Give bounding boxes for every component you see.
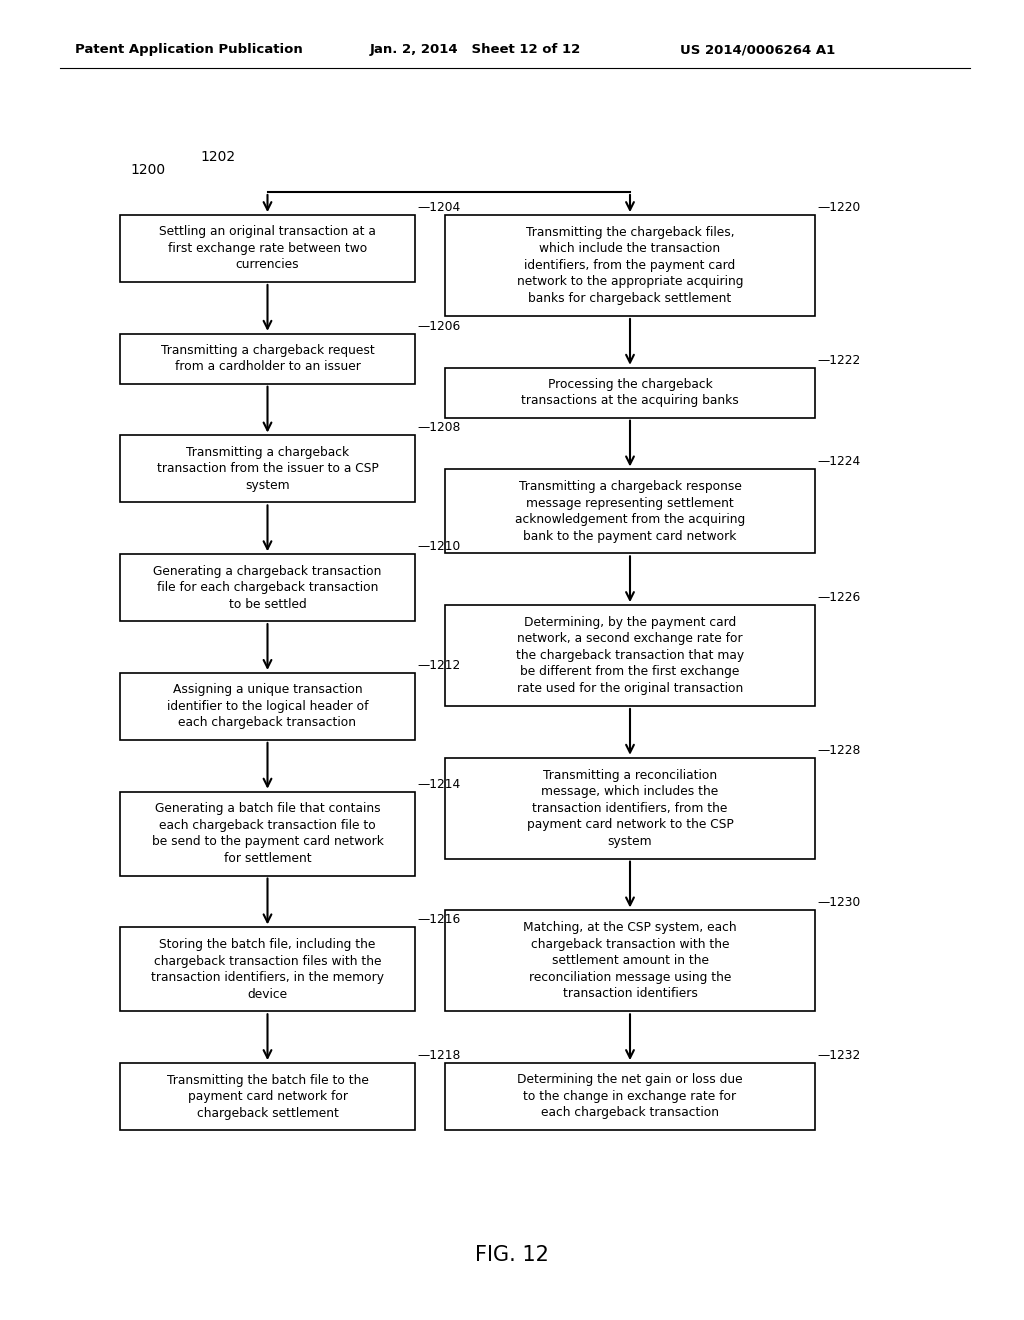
Bar — [120, 673, 415, 739]
Text: —1232: —1232 — [817, 1049, 860, 1063]
Text: Assigning a unique transaction
identifier to the logical header of
each chargeba: Assigning a unique transaction identifie… — [167, 684, 369, 730]
Text: —1218: —1218 — [417, 1049, 461, 1063]
Text: Transmitting the chargeback files,
which include the transaction
identifiers, fr: Transmitting the chargeback files, which… — [517, 226, 743, 305]
Text: —1228: —1228 — [817, 743, 860, 756]
Text: —1222: —1222 — [817, 354, 860, 367]
Text: Transmitting a chargeback
transaction from the issuer to a CSP
system: Transmitting a chargeback transaction fr… — [157, 446, 379, 492]
Text: Transmitting a reconciliation
message, which includes the
transaction identifier: Transmitting a reconciliation message, w… — [526, 768, 733, 847]
Bar — [120, 554, 415, 622]
Bar — [445, 368, 815, 417]
Bar — [445, 605, 815, 706]
Text: 1202: 1202 — [200, 150, 236, 164]
Text: —1216: —1216 — [417, 913, 460, 927]
Text: —1226: —1226 — [817, 591, 860, 605]
Text: —1230: —1230 — [817, 896, 860, 909]
Text: FIG. 12: FIG. 12 — [475, 1245, 549, 1265]
Bar — [120, 927, 415, 1011]
Text: 1200: 1200 — [130, 162, 165, 177]
Text: Transmitting a chargeback request
from a cardholder to an issuer: Transmitting a chargeback request from a… — [161, 345, 375, 374]
Text: Generating a batch file that contains
each chargeback transaction file to
be sen: Generating a batch file that contains ea… — [152, 803, 383, 865]
Bar — [120, 1063, 415, 1130]
Text: —1204: —1204 — [417, 201, 460, 214]
Text: Jan. 2, 2014   Sheet 12 of 12: Jan. 2, 2014 Sheet 12 of 12 — [370, 44, 582, 57]
Bar — [445, 758, 815, 859]
Text: Matching, at the CSP system, each
chargeback transaction with the
settlement amo: Matching, at the CSP system, each charge… — [523, 921, 737, 1001]
Bar — [120, 334, 415, 384]
Text: Settling an original transaction at a
first exchange rate between two
currencies: Settling an original transaction at a fi… — [159, 226, 376, 272]
Bar — [120, 436, 415, 503]
Text: US 2014/0006264 A1: US 2014/0006264 A1 — [680, 44, 836, 57]
Text: —1212: —1212 — [417, 659, 460, 672]
Text: Patent Application Publication: Patent Application Publication — [75, 44, 303, 57]
Text: Transmitting a chargeback response
message representing settlement
acknowledgeme: Transmitting a chargeback response messa… — [515, 480, 745, 543]
Bar — [445, 911, 815, 1011]
Text: Determining the net gain or loss due
to the change in exchange rate for
each cha: Determining the net gain or loss due to … — [517, 1073, 742, 1119]
Text: Processing the chargeback
transactions at the acquiring banks: Processing the chargeback transactions a… — [521, 378, 739, 408]
Text: Storing the batch file, including the
chargeback transaction files with the
tran: Storing the batch file, including the ch… — [151, 939, 384, 1001]
Text: —1214: —1214 — [417, 777, 460, 791]
Bar — [445, 1063, 815, 1130]
Text: —1224: —1224 — [817, 455, 860, 469]
Text: Transmitting the batch file to the
payment card network for
chargeback settlemen: Transmitting the batch file to the payme… — [167, 1073, 369, 1119]
Text: —1208: —1208 — [417, 421, 461, 434]
Bar — [120, 792, 415, 875]
Text: —1206: —1206 — [417, 319, 460, 333]
Text: —1210: —1210 — [417, 540, 460, 553]
Bar — [120, 215, 415, 282]
Bar — [445, 470, 815, 553]
Text: —1220: —1220 — [817, 201, 860, 214]
Text: Generating a chargeback transaction
file for each chargeback transaction
to be s: Generating a chargeback transaction file… — [154, 565, 382, 611]
Bar — [445, 215, 815, 315]
Text: Determining, by the payment card
network, a second exchange rate for
the chargeb: Determining, by the payment card network… — [516, 616, 744, 696]
